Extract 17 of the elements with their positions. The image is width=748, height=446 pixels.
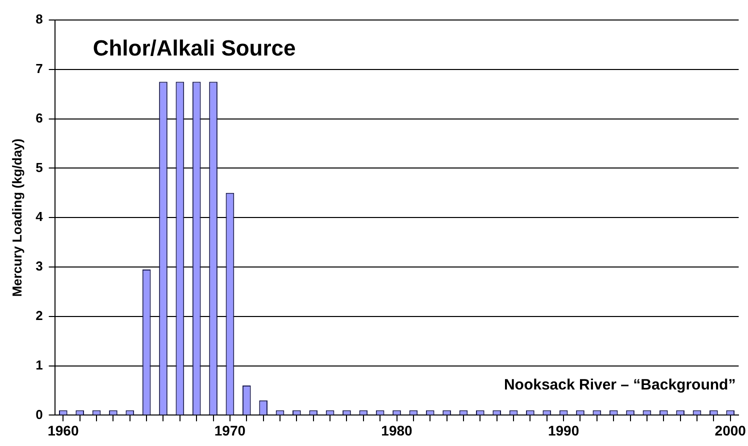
annotation: Nooksack River – “Background” — [504, 376, 736, 394]
y-tick-label: 7 — [36, 60, 43, 76]
y-tick-label: 0 — [36, 406, 43, 422]
y-tick-label: 3 — [36, 258, 43, 274]
x-tick-label: 1960 — [48, 422, 79, 438]
y-tick-label: 1 — [36, 357, 43, 372]
annotation: Chlor/Alkali Source — [92, 36, 296, 61]
y-tick-label: 2 — [36, 308, 43, 323]
y-tick-label: 8 — [36, 12, 43, 27]
y-tick-label: 4 — [36, 209, 44, 224]
y-tick-label: 5 — [36, 160, 43, 175]
x-tick-label: 1990 — [548, 422, 580, 438]
y-axis-title: Mercury Loading (kg/day) — [9, 138, 24, 297]
x-tick-label: 2000 — [714, 422, 746, 438]
y-tick-label: 6 — [36, 110, 43, 126]
x-tick-label: 1970 — [214, 422, 246, 438]
x-tick-label: 1980 — [381, 422, 413, 438]
